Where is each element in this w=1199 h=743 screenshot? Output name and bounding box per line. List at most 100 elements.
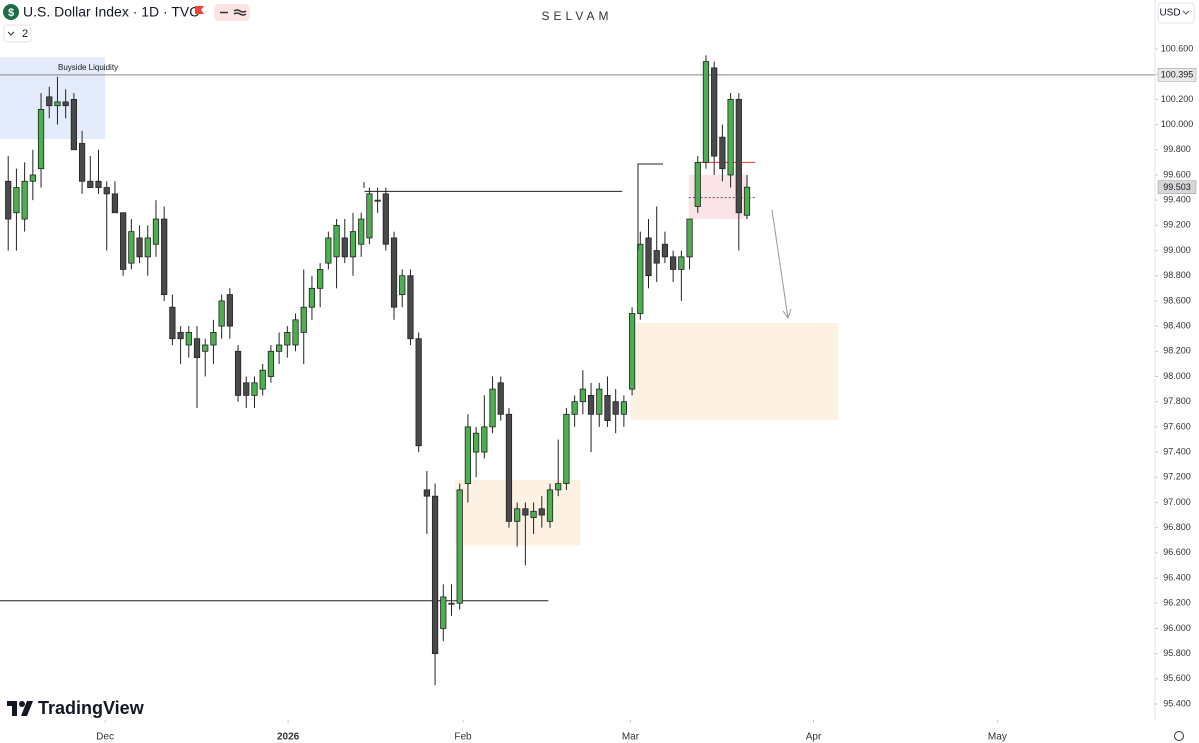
candle-body (284, 332, 291, 346)
candle-body (489, 388, 496, 428)
indicator-count: 2 (22, 28, 28, 40)
arrow-head (782, 308, 792, 320)
candle-body (579, 388, 586, 403)
candle-body (431, 495, 439, 655)
candle-body (686, 218, 693, 258)
candle-body (128, 231, 135, 264)
candle-body (29, 174, 36, 182)
y-tick-label: 98.000 (1163, 371, 1191, 381)
candle-body (407, 275, 414, 340)
candle-body (267, 350, 275, 377)
candle-body (120, 212, 127, 270)
x-tick-label: May (988, 732, 1007, 743)
candle-body (103, 187, 110, 195)
candle-body (177, 332, 184, 340)
y-tick-label: 98.400 (1163, 320, 1191, 330)
liquidity-label: Buyside Liquidity (58, 63, 118, 72)
candle-body (538, 508, 545, 516)
candle-body (21, 180, 28, 220)
chevron (7, 31, 15, 36)
candle-body (464, 426, 472, 484)
candle-body (202, 344, 209, 352)
author: SELVAM (542, 9, 613, 23)
x-tick-label: Mar (622, 732, 640, 743)
symbol-icon-glyph: $ (8, 7, 14, 19)
zone (0, 57, 106, 140)
x-tick-label: Apr (806, 732, 822, 743)
candle-body (136, 237, 143, 258)
candle-body (308, 287, 316, 308)
price-tag (1157, 180, 1197, 194)
y-tick-label: 97.600 (1163, 421, 1191, 431)
y-tick-label: 100.200 (1161, 94, 1194, 104)
candle-body (226, 294, 233, 327)
currency: USD (1159, 8, 1180, 19)
candle-body (694, 161, 701, 207)
status-icons (220, 9, 247, 16)
symbol-icon (3, 4, 19, 20)
candle-body (448, 602, 455, 605)
candle-body (87, 180, 94, 188)
status-pill[interactable] (214, 4, 250, 21)
candle-body (702, 61, 710, 163)
y-tick-label: 99.200 (1163, 220, 1191, 230)
y-tick-label: 96.200 (1163, 598, 1191, 608)
candle-body (275, 344, 283, 352)
candle-body (37, 109, 45, 170)
candle-body (341, 237, 348, 258)
y-tick-label: 96.000 (1163, 623, 1191, 633)
candle-body (415, 338, 422, 447)
y-tick-label: 100.600 (1161, 43, 1194, 53)
candle-body (423, 489, 430, 497)
candle-body (382, 193, 389, 245)
candle-body (366, 193, 373, 239)
candle-body (218, 300, 225, 327)
chevron (1182, 10, 1190, 15)
candle-body (374, 199, 381, 202)
candle-body (62, 101, 69, 107)
candle-body (456, 489, 463, 604)
candle-body (497, 382, 504, 415)
x-tick-label: Feb (454, 732, 472, 743)
candle-body (661, 243, 669, 258)
y-tick-label: 96.400 (1163, 572, 1191, 582)
settings-button[interactable] (1174, 731, 1184, 741)
candle-body (349, 231, 357, 258)
candle-body (440, 596, 447, 629)
y-tick-label: 97.800 (1163, 396, 1191, 406)
candle-body (522, 508, 529, 516)
axes: 95.400 95.600 95.800 96.000 96.200 96.400 96.6… (96, 43, 1197, 743)
candle-body (46, 96, 53, 107)
candle-body (390, 237, 398, 308)
candle-body (161, 218, 168, 296)
candle-body (325, 237, 332, 264)
y-tick-label: 98.800 (1163, 270, 1191, 280)
price-tag-label: 100.395 (1161, 70, 1194, 80)
plot (5, 55, 751, 686)
candle-body (587, 394, 595, 415)
candle-body (473, 432, 480, 453)
candle-body (144, 237, 151, 258)
candle-body (5, 180, 12, 220)
candle-body (735, 98, 742, 214)
y-tick-label: 99.600 (1163, 169, 1191, 179)
candle-body (678, 256, 685, 270)
candle-body (251, 382, 258, 396)
settings-bg (1165, 726, 1193, 743)
candle-body (210, 332, 217, 346)
candle-body (546, 489, 554, 522)
candle-body (481, 426, 488, 453)
candle-body (111, 193, 119, 214)
indicator-toggle[interactable] (3, 24, 32, 43)
candle-body (719, 136, 726, 170)
candle-body (555, 483, 562, 491)
price-tag-label: 99.503 (1163, 182, 1191, 192)
y-tick-label: 97.400 (1163, 446, 1191, 456)
candle-body (317, 269, 324, 289)
currency-button[interactable] (1157, 2, 1195, 24)
candle-body (78, 143, 86, 182)
bracket (363, 163, 663, 250)
candle-body (399, 275, 406, 296)
y-tick-label: 96.800 (1163, 522, 1191, 532)
